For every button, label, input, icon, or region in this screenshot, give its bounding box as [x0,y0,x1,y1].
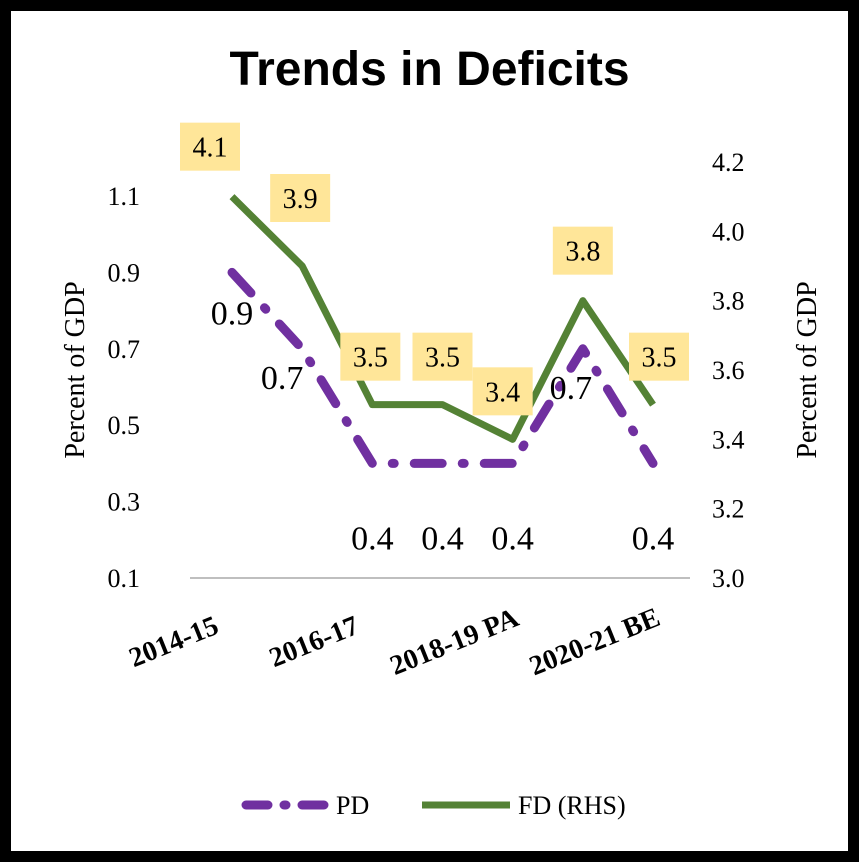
fd-data-label-box [412,332,473,381]
left-axis-tick-label: 0.1 [108,564,141,593]
pd-data-label: 0.4 [351,520,394,557]
right-axis-tick-label: 3.6 [712,356,745,385]
x-axis-tick-label: 2020-21 BE [525,602,664,682]
left-axis-title: Percent of GDP [60,281,91,458]
legend-label-pd: PD [336,791,369,820]
pd-data-label: 0.4 [491,520,534,557]
fd-data-label-box [472,367,533,416]
chart-title: Trends in Deficits [229,43,630,96]
right-axis-title: Percent of GDP [792,281,823,458]
series-line-pd [227,267,658,468]
right-axis-tick-label: 3.8 [712,287,745,316]
left-axis-tick-label: 0.3 [108,488,141,517]
x-axis-tick-label: 2018-19 PA [386,602,524,682]
fd-data-label: 3.5 [425,343,460,374]
right-axis-tick-label: 3.4 [712,425,745,454]
left-axis-tick-label: 0.9 [108,258,141,287]
fd-data-label: 3.4 [485,377,520,408]
fd-data-label: 3.5 [353,343,388,374]
right-axis-tick-label: 4.0 [712,217,745,246]
legend-label-fd: FD (RHS) [518,791,626,820]
series-line-fd [229,194,656,443]
left-axis-tick-label: 1.1 [108,182,141,211]
pd-data-label: 0.4 [421,520,464,557]
pd-data-label: 0.9 [211,295,254,332]
pd-data-label: 0.7 [550,370,593,407]
fd-data-label: 3.9 [283,184,318,215]
fd-data-label: 4.1 [193,133,228,164]
x-axis-tick-label: 2014-15 [125,610,223,674]
fd-data-label-box [270,174,331,222]
pd-data-label: 0.7 [261,360,304,397]
fd-data-label-box [180,122,240,171]
fd-data-label: 3.5 [642,343,677,374]
fd-data-label-box [552,226,613,275]
right-axis-tick-label: 3.0 [712,564,745,593]
pd-data-label: 0.4 [632,520,675,557]
left-axis-tick-label: 0.5 [108,411,141,440]
left-axis-tick-label: 0.7 [108,335,141,364]
fd-data-label: 3.8 [565,237,600,268]
x-axis-tick-label: 2016-17 [265,610,363,674]
fd-data-label-box [629,332,689,381]
fd-data-label-box [340,332,401,381]
right-axis-tick-label: 3.2 [712,495,745,524]
right-axis-tick-label: 4.2 [712,148,745,177]
